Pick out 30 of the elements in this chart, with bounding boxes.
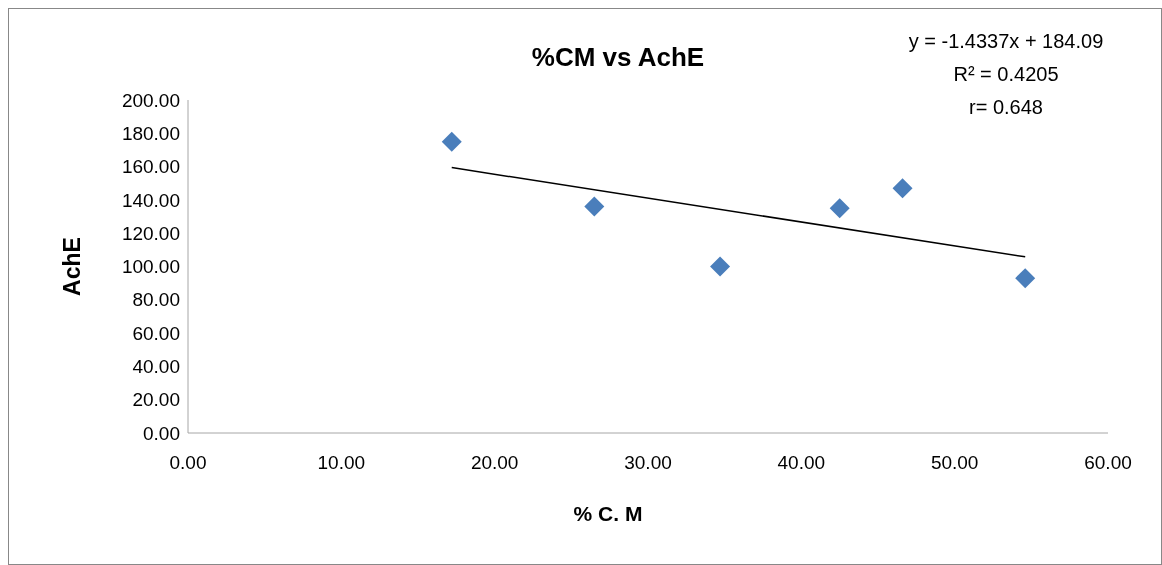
point bbox=[829, 198, 850, 219]
point bbox=[1015, 268, 1036, 289]
x-tick-label: 20.00 bbox=[470, 452, 519, 473]
point bbox=[584, 196, 605, 217]
y-tick-label: 200.00 bbox=[121, 89, 180, 111]
x-tick-label: 10.00 bbox=[317, 452, 366, 473]
x-axis-title: % C. M bbox=[573, 502, 643, 525]
y-tick-label: 20.00 bbox=[132, 389, 180, 411]
text: y = -1.4337x + 184.09 bbox=[908, 30, 1104, 52]
text: R² = 0.4205 bbox=[953, 63, 1059, 85]
point bbox=[710, 256, 731, 277]
x-tick-label: 60.00 bbox=[1084, 452, 1132, 473]
y-tick-label: 180.00 bbox=[121, 122, 180, 144]
y-tick-label: 100.00 bbox=[121, 256, 180, 278]
annotation: r= 0.648 bbox=[969, 96, 1043, 118]
y-axis-title: AchE bbox=[59, 237, 85, 296]
x-tick-label: 30.00 bbox=[624, 452, 672, 473]
chart-title: %CM vs AchE bbox=[531, 42, 705, 72]
x-tick-label: 50.00 bbox=[930, 452, 979, 473]
y-tick-label: 0.00 bbox=[143, 422, 180, 444]
point bbox=[441, 131, 462, 152]
y-tick-label: 140.00 bbox=[121, 189, 180, 211]
y-tick-label: 160.00 bbox=[121, 156, 180, 178]
point bbox=[892, 178, 913, 199]
x-tick-label: 0.00 bbox=[169, 452, 207, 473]
y-tick-label: 60.00 bbox=[132, 322, 180, 344]
y-tick-label: 40.00 bbox=[132, 356, 180, 378]
y-tick-label: 120.00 bbox=[121, 222, 180, 244]
y-tick-label: 80.00 bbox=[132, 289, 180, 311]
x-tick-label: 40.00 bbox=[777, 452, 826, 473]
